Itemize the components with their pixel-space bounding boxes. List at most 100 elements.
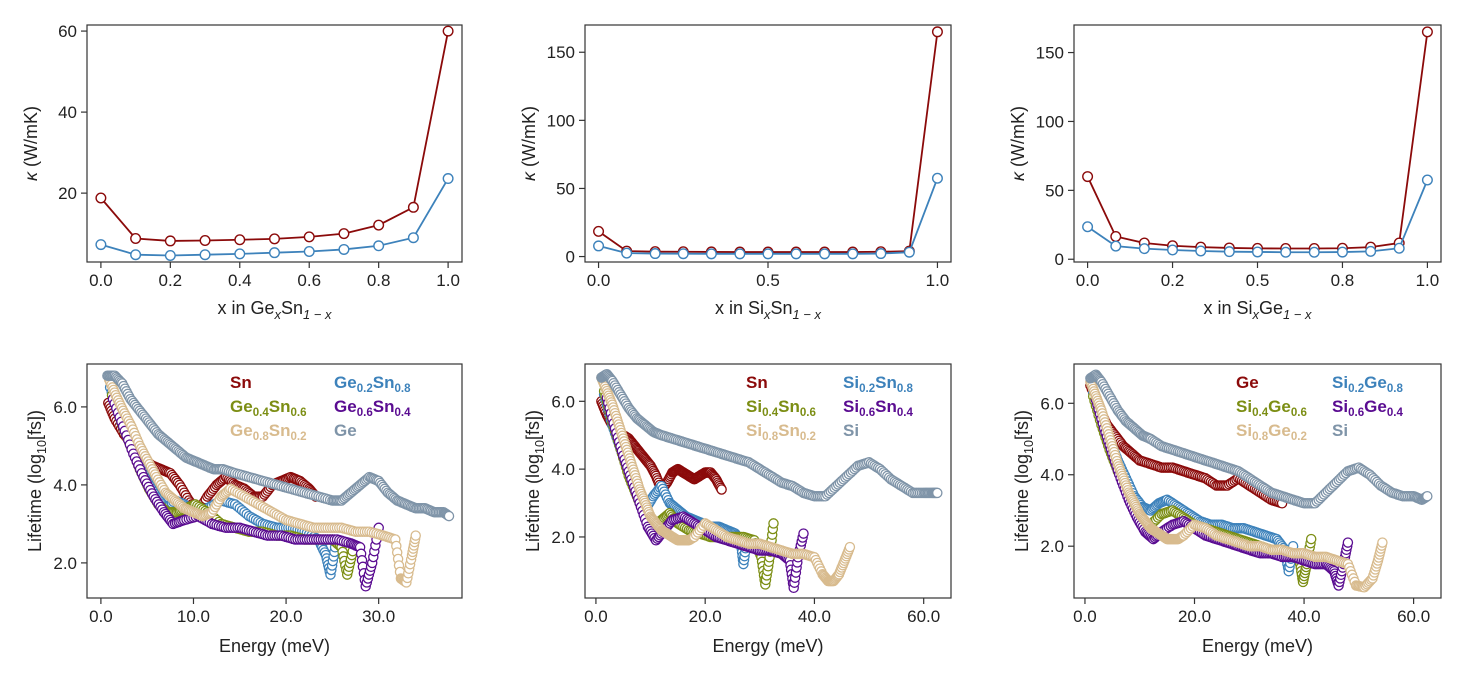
series-2-point — [1110, 240, 1122, 252]
y-tick-label: 4.0 — [53, 476, 77, 495]
series-2-point — [1365, 245, 1377, 257]
legend-entry: Si0.4Sn0.6 — [746, 397, 816, 419]
series-5 — [596, 372, 856, 587]
x-axis-label: Energy (meV) — [219, 636, 330, 656]
x-tick-label: 1.0 — [436, 271, 460, 290]
legend-entry: Sn — [230, 373, 252, 392]
series-2-point — [705, 248, 717, 260]
series-2-point — [1082, 221, 1094, 233]
y-tick-label: 50 — [1045, 181, 1064, 200]
x-tick-label: 20.0 — [1178, 607, 1211, 626]
y-tick-label: 4.0 — [1040, 466, 1064, 485]
series-1-point — [338, 228, 350, 240]
legend-entry: Si — [843, 421, 859, 440]
y-tick-label: 4.0 — [551, 460, 575, 479]
legend-entry: Ge — [1236, 373, 1259, 392]
x-tick-label: 30.0 — [362, 607, 395, 626]
legend-entry: Sn — [746, 373, 768, 392]
series-6 — [102, 370, 455, 522]
series-5-marker — [1377, 537, 1388, 548]
x-axis-label: x in SixGe1 − x — [1204, 298, 1312, 322]
plot-frame — [584, 363, 952, 599]
y-tick-label: 6.0 — [1040, 394, 1064, 413]
series-2-point — [677, 248, 689, 260]
series-2-point — [1421, 174, 1433, 186]
x-tick-label: 0.8 — [1331, 271, 1355, 290]
series-3 — [598, 385, 779, 590]
legend-entry: Si0.2Ge0.8 — [1332, 373, 1403, 395]
series-1-point — [269, 233, 281, 245]
series-2-point — [442, 173, 454, 185]
legend-entry: Si0.6Sn0.4 — [843, 397, 913, 419]
series-2-point — [269, 247, 281, 259]
series-2-point — [847, 248, 859, 260]
legend-entry: Ge — [334, 421, 357, 440]
series-2-point — [1308, 246, 1320, 258]
x-tick-label: 1.0 — [926, 271, 950, 290]
series-2-point — [790, 248, 802, 260]
scatter-area — [102, 370, 455, 592]
scatter-area — [596, 368, 943, 594]
y-tick-label: 2.0 — [551, 528, 575, 547]
x-tick-label: 0.6 — [297, 271, 321, 290]
series-2-point — [199, 249, 211, 261]
series-2-point — [1138, 243, 1150, 255]
x-tick-label: 1.0 — [1416, 271, 1440, 290]
series-4-marker — [1342, 537, 1354, 548]
series-6 — [1085, 369, 1433, 509]
plot-frame — [86, 363, 463, 599]
x-tick-label: 0.0 — [1076, 271, 1100, 290]
series-3-marker — [768, 518, 779, 529]
series-1-point — [164, 235, 176, 247]
x-tick-label: 0.0 — [584, 607, 608, 626]
y-tick-label: 150 — [547, 43, 575, 62]
y-axis-label: Lifetime (log10[fs]) — [523, 410, 547, 552]
y-tick-label: 60 — [58, 22, 77, 41]
x-tick-label: 0.0 — [89, 607, 113, 626]
y-axis-label: Lifetime (log10[fs]) — [1012, 410, 1036, 552]
series-2-point — [734, 248, 746, 260]
series-2-point — [1167, 244, 1179, 256]
series-2-point — [373, 240, 385, 252]
y-tick-label: 100 — [547, 111, 575, 130]
y-tick-label: 20 — [58, 184, 77, 203]
legend-entry: Si0.4Ge0.6 — [1236, 397, 1307, 419]
x-tick-label: 0.2 — [1161, 271, 1185, 290]
x-tick-label: 0.5 — [756, 271, 780, 290]
series-1-point — [95, 192, 107, 204]
series-2-point — [875, 248, 887, 260]
series-1-point — [130, 233, 142, 245]
plot-frame — [86, 24, 463, 263]
x-tick-label: 0.4 — [228, 271, 252, 290]
series-1-point — [303, 231, 315, 243]
y-axis-label: Lifetime (log10[fs]) — [25, 410, 49, 552]
series-1-point — [407, 201, 419, 213]
series-2-point — [1223, 246, 1235, 258]
series-1-line — [598, 31, 939, 253]
y-axis-label: κ (W/mK) — [21, 106, 41, 181]
legend-entry: Ge0.8Sn0.2 — [230, 421, 307, 443]
series-2-point — [931, 172, 943, 184]
y-tick-label: 6.0 — [551, 392, 575, 411]
series-1-point — [199, 235, 211, 247]
series-5-marker — [410, 530, 421, 541]
x-tick-label: 60.0 — [1397, 607, 1430, 626]
series-1-line — [100, 30, 449, 242]
series-2-point — [593, 240, 605, 252]
plot-frame — [1073, 24, 1442, 263]
plot-frame — [1073, 363, 1442, 599]
series-2-point — [819, 248, 831, 260]
series-4-marker — [798, 528, 809, 539]
series-5 — [103, 374, 421, 588]
x-axis-label: Energy (meV) — [1202, 636, 1313, 656]
legend-entry: Si0.8Sn0.2 — [746, 421, 816, 443]
series-2-point — [130, 249, 142, 261]
x-tick-label: 0.0 — [587, 271, 611, 290]
series-1-marker — [716, 484, 727, 495]
series-2-point — [762, 248, 774, 260]
panel-2: 0.0 0.5 1.0 0 50 100 150 x in SixSn1 − x κ (W/mK… — [519, 24, 952, 322]
series-2-point — [164, 250, 176, 262]
plot-frame — [584, 24, 952, 263]
series-2-point — [1336, 246, 1348, 258]
